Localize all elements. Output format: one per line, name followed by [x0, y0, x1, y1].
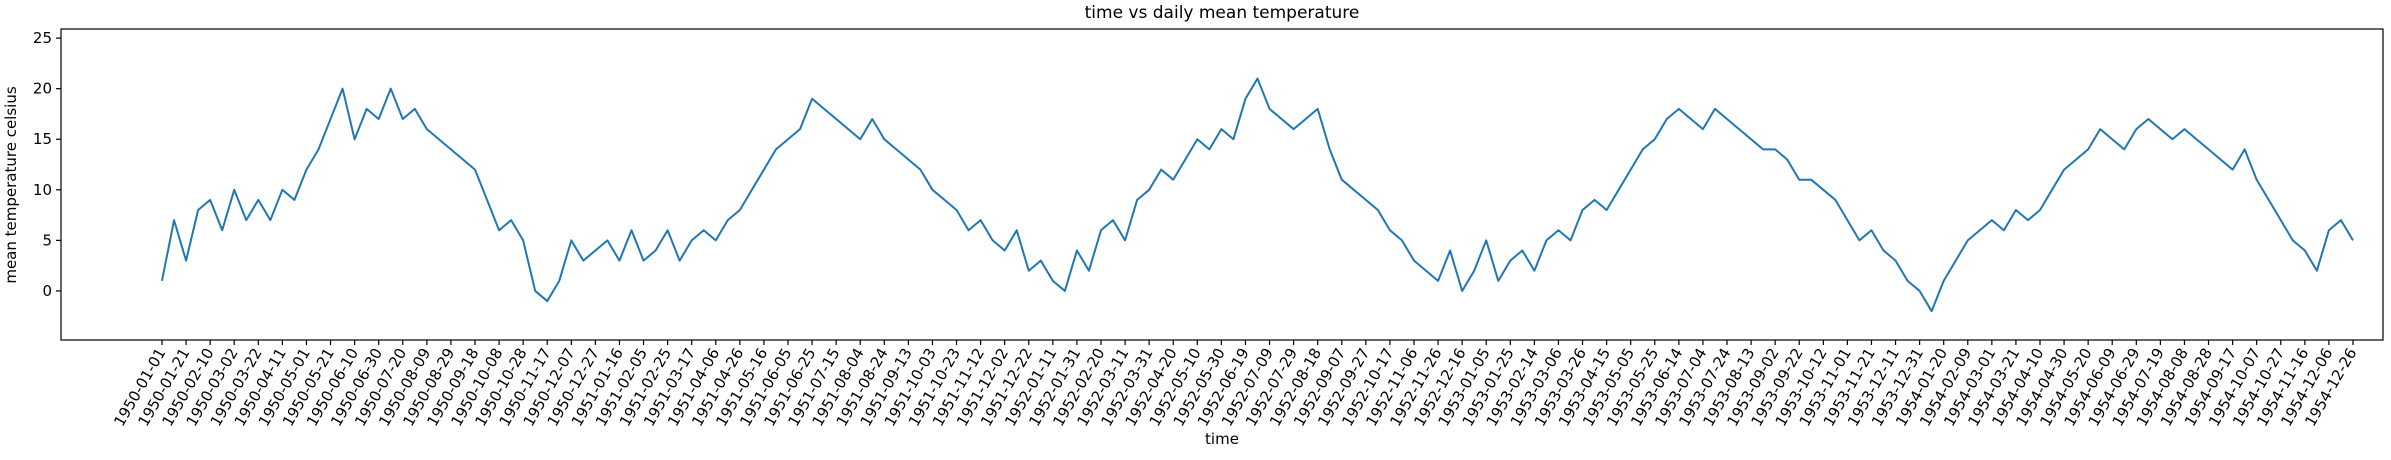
y-tick-label: 10: [33, 181, 52, 199]
y-tick-label: 25: [33, 29, 52, 47]
y-tick-label: 20: [33, 80, 52, 98]
y-tick-label: 15: [33, 130, 52, 148]
plot-frame: [60, 28, 2384, 341]
data-line: [161, 77, 2354, 313]
y-tick-label: 5: [42, 231, 52, 249]
y-tick-label: 0: [42, 282, 52, 300]
chart-title: time vs daily mean temperature: [1085, 3, 1360, 23]
x-axis-label: time: [1205, 430, 1239, 448]
y-axis-label: mean temperature celsius: [2, 86, 20, 283]
